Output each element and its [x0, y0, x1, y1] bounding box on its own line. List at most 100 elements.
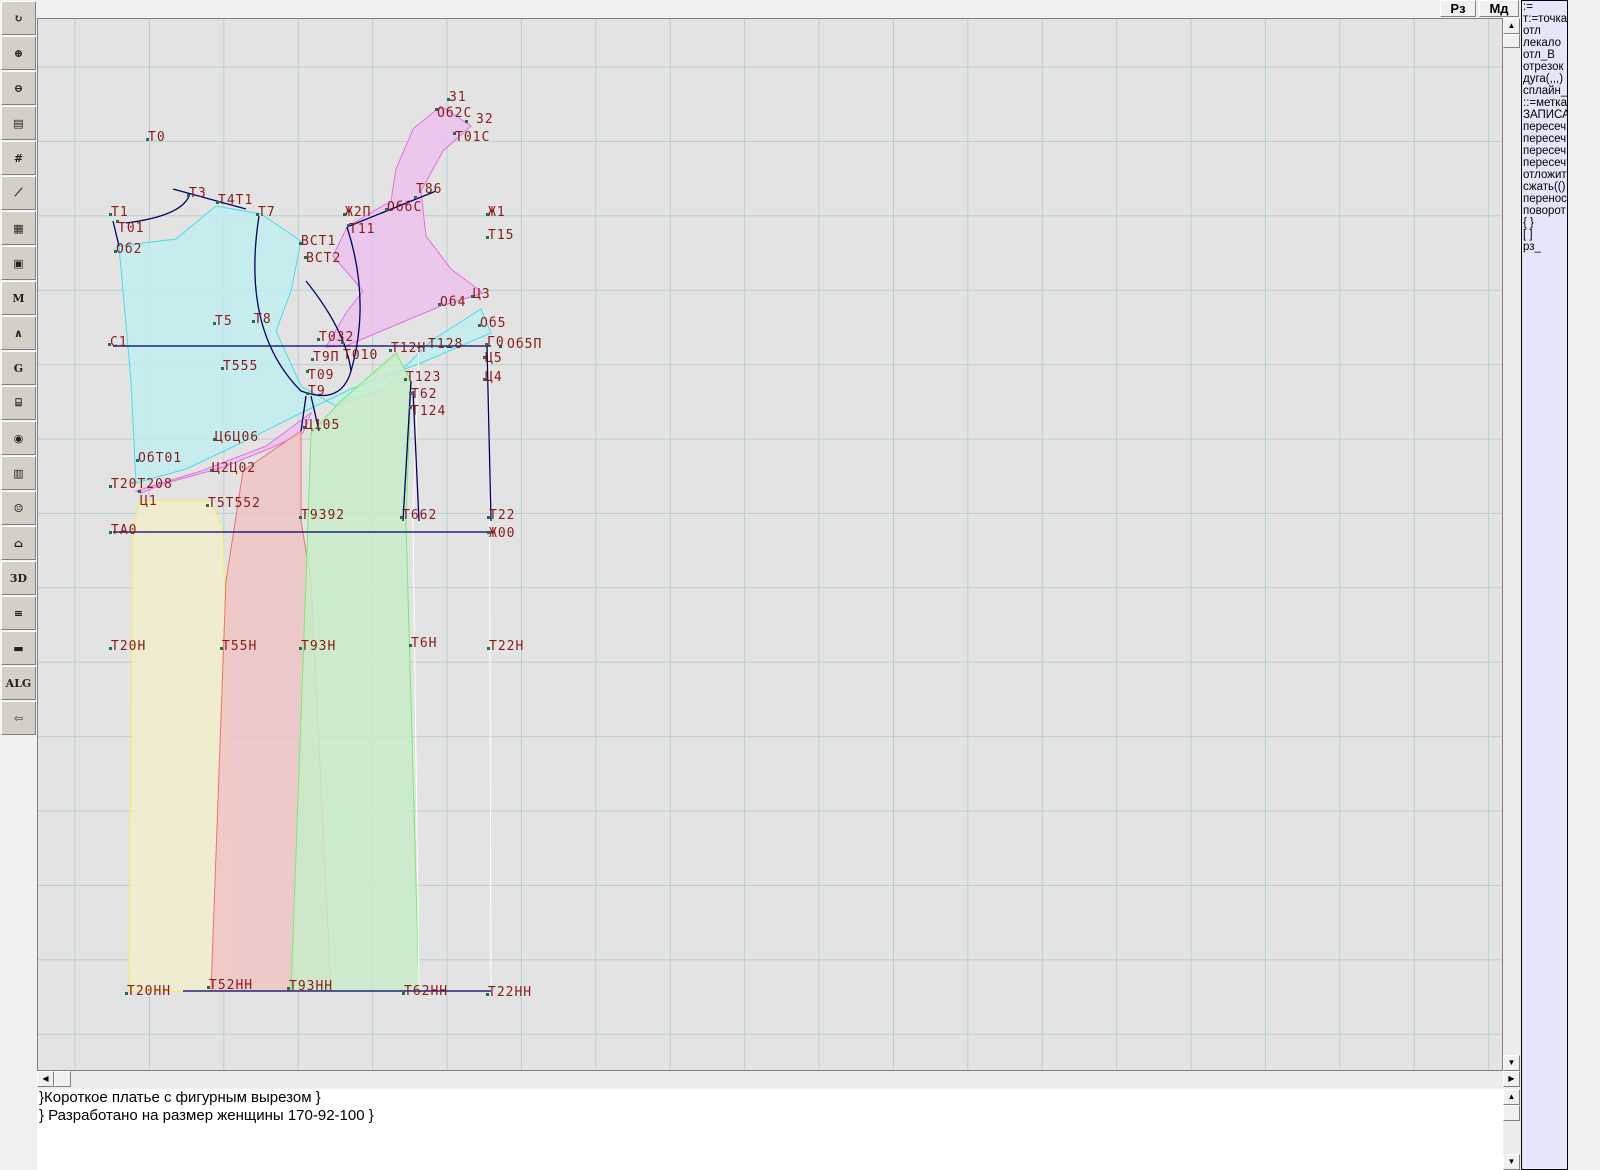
rz-button[interactable]: Рз: [1440, 0, 1476, 17]
point-marker: [402, 992, 405, 995]
notes-textarea[interactable]: }Короткое платье с фигурным вырезом } } …: [37, 1089, 1503, 1170]
point-marker: [116, 220, 119, 223]
command-list[interactable]: := т:=точка отл лекало отл_В отрезок дуга(,,,)…: [1521, 0, 1568, 1170]
point-label: Т8: [254, 312, 272, 327]
command-item[interactable]: пересеч: [1523, 145, 1567, 157]
h-scroll-thumb[interactable]: [54, 1071, 71, 1087]
map-button[interactable]: ▦: [1, 211, 36, 245]
md-button[interactable]: Мд: [1479, 0, 1519, 17]
photo-button[interactable]: ☺: [1, 491, 36, 525]
grid-lines: [38, 19, 1502, 1070]
command-item[interactable]: сжать((): [1523, 181, 1566, 193]
command-item[interactable]: отрезок: [1523, 61, 1564, 73]
view-pattern-button[interactable]: ▤: [1, 106, 36, 140]
zoom-in-icon: ⊕: [13, 46, 24, 60]
skirt-panel-white[interactable]: [412, 345, 492, 992]
list-button[interactable]: ≡: [1, 596, 36, 630]
3d-button[interactable]: 3D: [1, 561, 36, 595]
command-item[interactable]: дуга(,,,): [1523, 73, 1564, 85]
zoom-out-button[interactable]: ⊖: [1, 71, 36, 105]
command-item[interactable]: отл: [1523, 25, 1541, 37]
point-marker: [341, 341, 344, 344]
point-marker: [311, 358, 314, 361]
grid-button[interactable]: #: [1, 141, 36, 175]
point-marker: [483, 356, 486, 359]
notes-line-1: }Короткое платье с фигурным вырезом }: [39, 1089, 321, 1106]
command-item[interactable]: пересеч: [1523, 121, 1567, 133]
point-label: Т01: [118, 221, 144, 236]
point-label: Об2: [116, 242, 142, 257]
list-icon: ≡: [13, 606, 24, 620]
model-button[interactable]: M: [1, 281, 36, 315]
point-marker: [109, 485, 112, 488]
point-marker: [108, 343, 111, 346]
point-marker: [486, 236, 489, 239]
command-item[interactable]: :=: [1523, 1, 1533, 13]
notes-scroll-up[interactable]: ▲: [1503, 1089, 1520, 1105]
books-button[interactable]: ▬: [1, 631, 36, 665]
pattern-button[interactable]: ▣: [1, 246, 36, 280]
point-label: Об5: [480, 316, 506, 331]
grading-button[interactable]: G: [1, 351, 36, 385]
point-marker: [414, 196, 417, 199]
point-label: ОббС: [387, 200, 422, 215]
point-marker: [109, 213, 112, 216]
point-label: Т12Н: [391, 341, 426, 356]
drawing-canvas[interactable]: 31 Об2С 32 Т01С Т0 Т3 Т4Т1 Т1 Т01 Т7 Об2 Ж2П Т11 ОббС…: [37, 18, 1503, 1071]
compass-button[interactable]: ∧: [1, 316, 36, 350]
command-item[interactable]: ::=метка: [1523, 97, 1567, 109]
command-item[interactable]: { }: [1523, 217, 1534, 229]
point-label: Т6Н: [411, 636, 437, 651]
bodice-piece[interactable]: [118, 205, 492, 484]
photo-icon: ☺: [13, 501, 24, 515]
command-item[interactable]: рз_: [1523, 241, 1541, 253]
notes-scrollbar[interactable]: ▲ ▼: [1503, 1089, 1520, 1170]
point-marker: [343, 213, 346, 216]
line-button[interactable]: ⟋: [1, 176, 36, 210]
scroll-up-button[interactable]: ▲: [1503, 18, 1520, 34]
garment-icon: ⌂: [13, 536, 24, 550]
exit-icon: ⇦: [13, 711, 24, 725]
refresh-button[interactable]: ↻: [1, 1, 36, 35]
garment-button[interactable]: ⌂: [1, 526, 36, 560]
command-item[interactable]: перенос: [1523, 193, 1567, 205]
point-label: Т52НН: [209, 978, 253, 993]
scroll-thumb[interactable]: [1503, 34, 1520, 48]
command-item[interactable]: отл_В: [1523, 49, 1555, 61]
refresh-icon: ↻: [13, 11, 24, 25]
point-label: ТА0: [111, 523, 137, 538]
camera-icon: ◉: [13, 431, 24, 445]
vertical-scrollbar[interactable]: ▲ ▼: [1503, 18, 1520, 1071]
notes-scroll-thumb[interactable]: [1503, 1105, 1520, 1121]
command-item[interactable]: сплайн_: [1523, 85, 1568, 97]
command-item[interactable]: ЗАПИСА: [1523, 109, 1568, 121]
command-item[interactable]: поворот: [1523, 205, 1566, 217]
horizontal-scrollbar[interactable]: ◀ ▶: [37, 1071, 1520, 1088]
algorithm-button[interactable]: ALG: [1, 666, 36, 700]
point-label: 32: [476, 112, 494, 127]
command-item[interactable]: пересеч: [1523, 157, 1567, 169]
command-item[interactable]: [ ]: [1523, 229, 1533, 241]
point-marker: [404, 378, 407, 381]
notes-scroll-down[interactable]: ▼: [1503, 1154, 1520, 1170]
command-item[interactable]: лекало: [1523, 37, 1562, 49]
notes-line-2: } Разработано на размер женщины 170-92-1…: [39, 1107, 374, 1124]
ruler-button[interactable]: ⌸: [1, 386, 36, 420]
point-marker: [299, 242, 302, 245]
skirt-panel-green[interactable]: [290, 352, 420, 992]
command-item[interactable]: пересеч: [1523, 133, 1567, 145]
zoom-in-button[interactable]: ⊕: [1, 36, 36, 70]
point-marker: [435, 108, 438, 111]
window-edge: [1568, 0, 1600, 1170]
exit-button[interactable]: ⇦: [1, 701, 36, 735]
command-item[interactable]: отложит: [1523, 169, 1567, 181]
table-button[interactable]: ▥: [1, 456, 36, 490]
scroll-left-button[interactable]: ◀: [37, 1071, 54, 1087]
camera-button[interactable]: ◉: [1, 421, 36, 455]
scroll-right-button[interactable]: ▶: [1503, 1071, 1520, 1087]
command-item[interactable]: т:=точка: [1523, 13, 1568, 25]
view-pattern-icon: ▤: [13, 116, 24, 130]
scroll-down-button[interactable]: ▼: [1503, 1055, 1520, 1071]
point-label: Т128: [428, 337, 463, 352]
